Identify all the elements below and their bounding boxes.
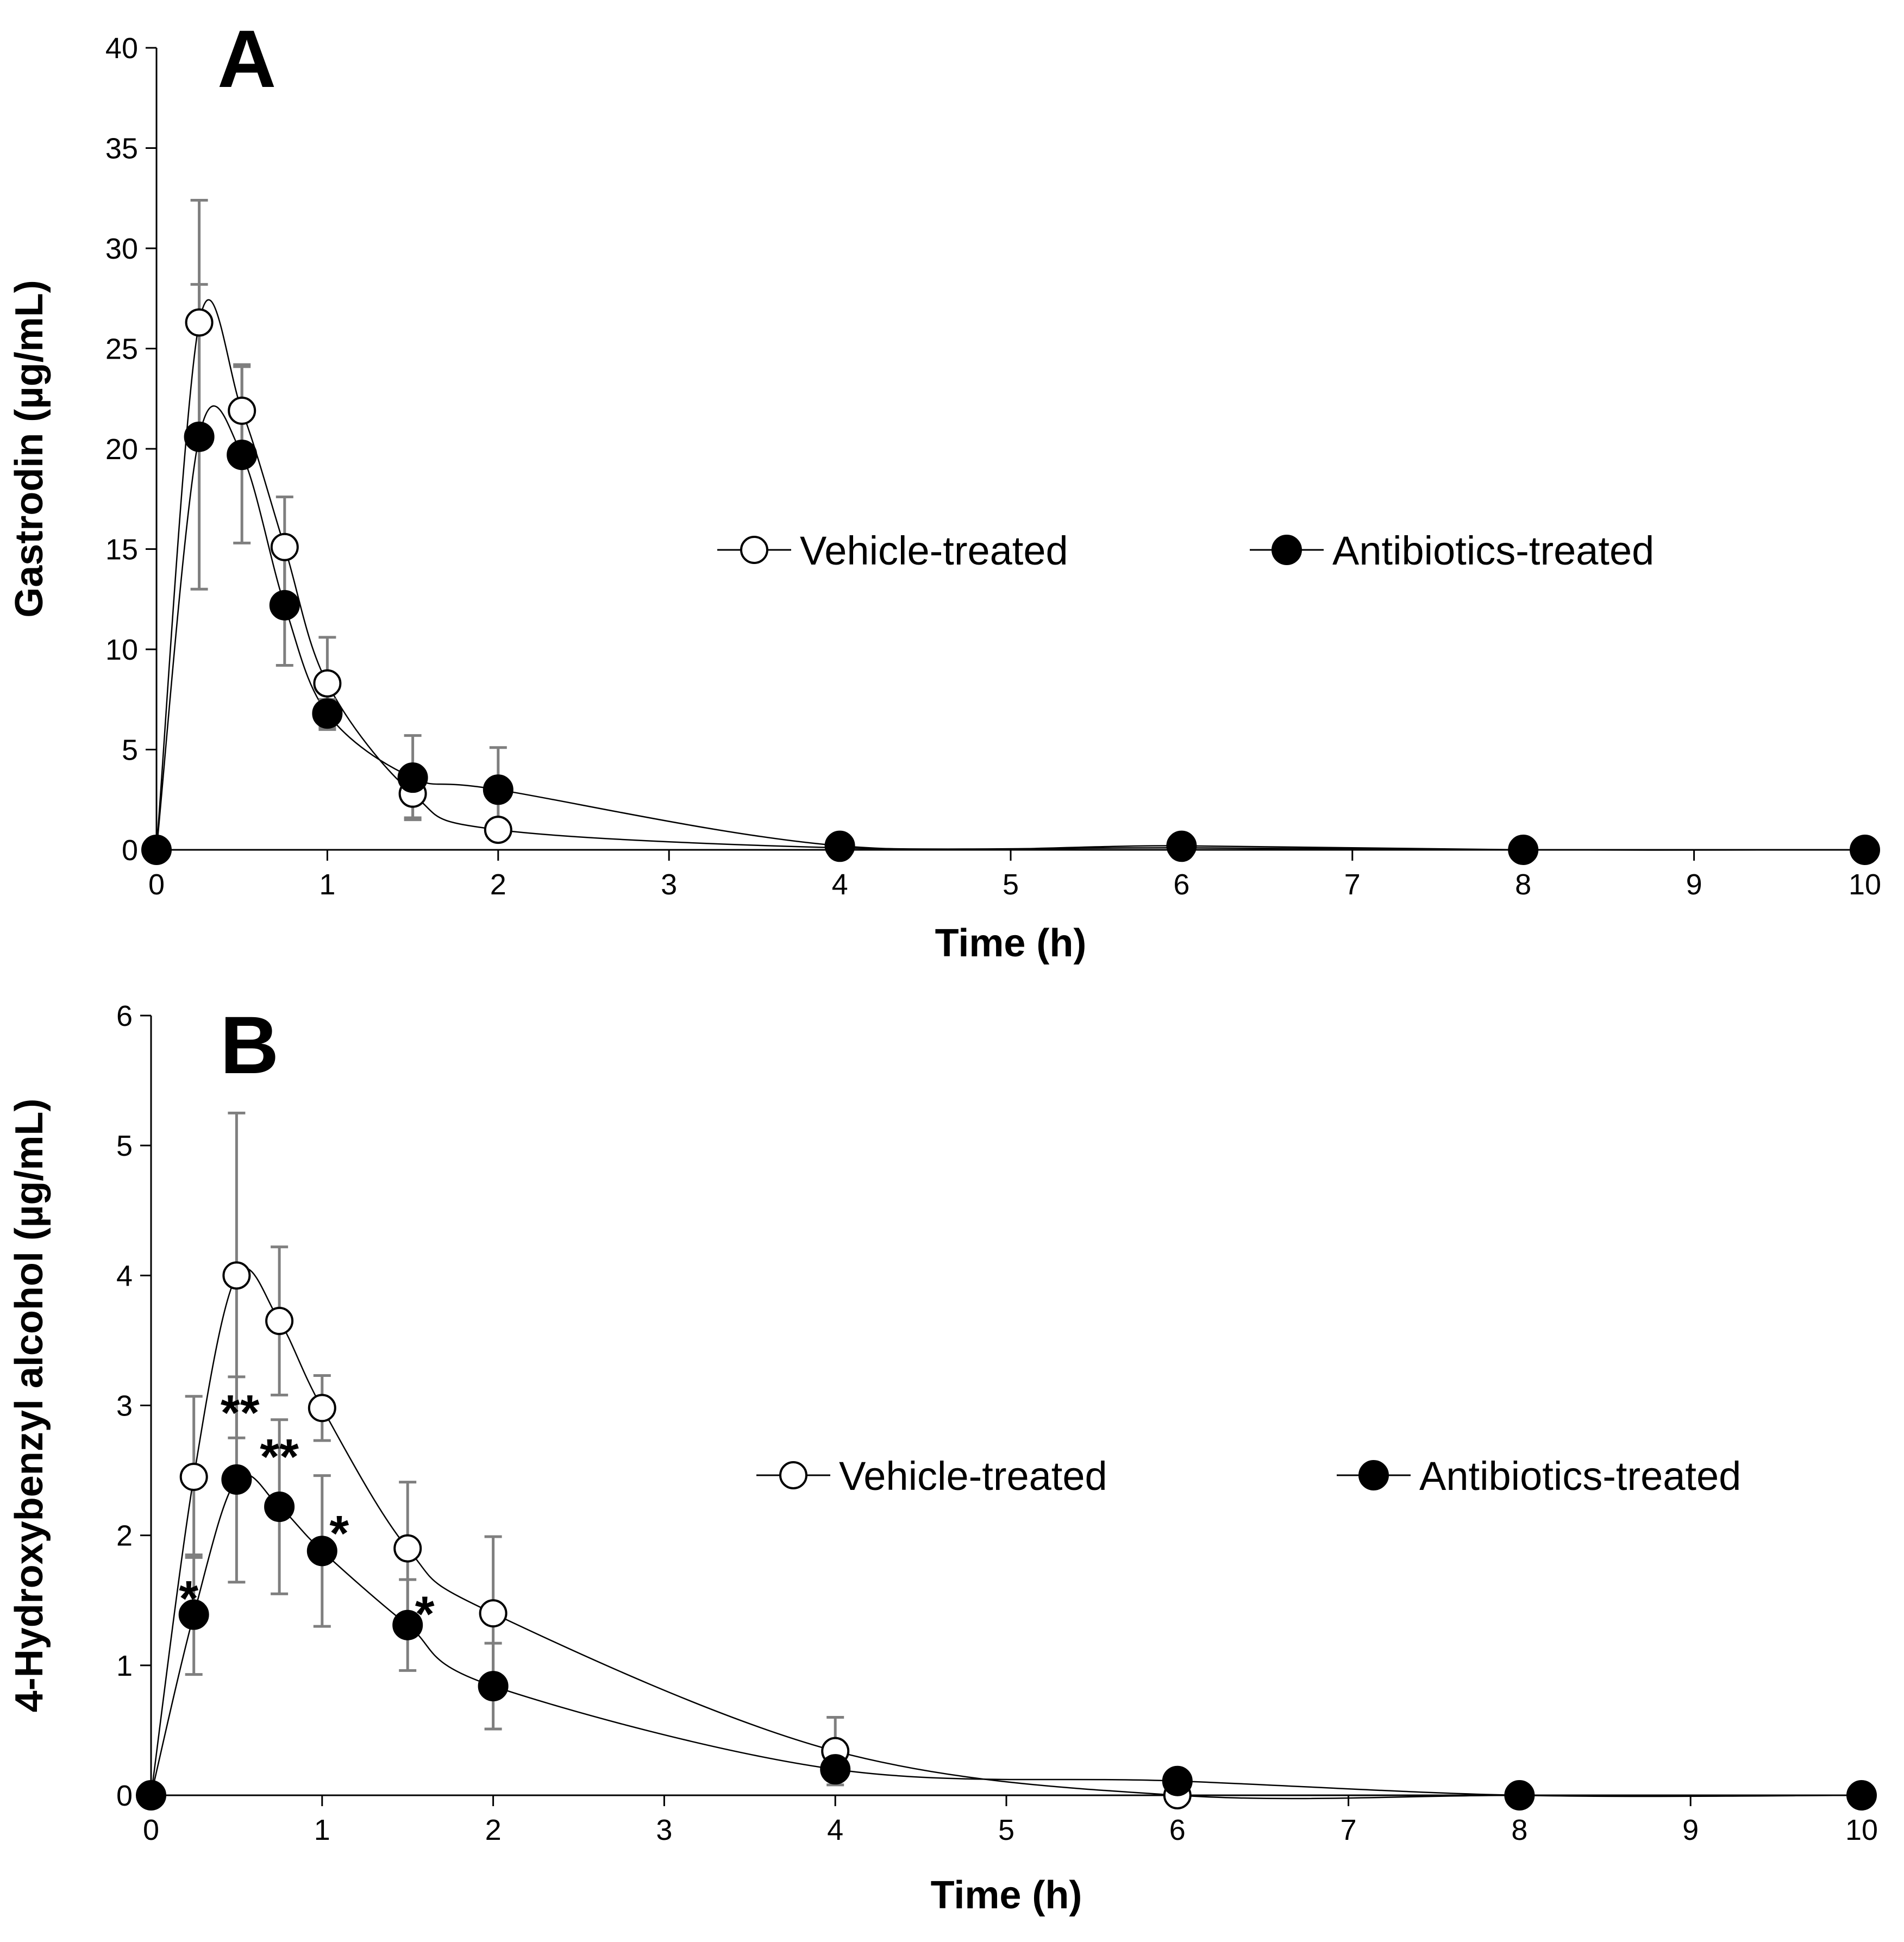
x-tick-label: 9 [1686,868,1702,901]
antibiotics-data-point [1162,1765,1193,1796]
panel-letter: A [217,13,276,104]
significance-marker: * [329,1506,349,1562]
y-tick-label: 4 [116,1260,133,1292]
x-tick-label: 7 [1341,1814,1357,1846]
panel-letter: B [220,999,279,1091]
vehicle-data-point [479,1599,508,1628]
x-tick-label: 10 [1849,868,1881,901]
legend-label: Vehicle-treated [839,1454,1107,1499]
x-tick-label: 4 [827,1814,843,1846]
antibiotics-data-point [221,1464,252,1495]
legend-label: Antibiotics-treated [1419,1454,1741,1499]
x-tick-label: 6 [1173,868,1189,901]
y-tick-label: 5 [122,734,138,767]
antibiotics-data-point [1846,1780,1877,1811]
x-tick-label: 0 [143,1814,159,1846]
chart-panel-a: 0 5 10 15 20 25 30 35 40 0 1 2 3 4 5 6 7 8 9 10 Time (h) Gast… [8,13,1881,965]
antibiotics-legend-marker [1358,1460,1389,1490]
antibiotics-data-point [1166,830,1197,861]
y-axis-title: 4-Hydroxybenzyl alcohol (µg/mL) [8,1099,51,1713]
antibiotics-data-point [227,440,258,471]
y-tick-label: 6 [116,1000,133,1032]
y-tick-label: 30 [105,233,138,265]
y-tick-label: 5 [116,1130,133,1162]
y-tick-label: 10 [105,634,138,666]
vehicle-legend-marker [779,1461,807,1489]
x-tick-label: 0 [148,868,165,901]
legend-label: Antibiotics-treated [1332,528,1654,573]
x-tick-label: 2 [485,1814,502,1846]
antibiotics-data-point [824,830,855,861]
significance-marker: ** [260,1430,299,1485]
antibiotics-data-point [269,590,300,621]
antibiotics-data-point [312,698,343,729]
antibiotics-data-point [1850,835,1880,865]
antibiotics-legend-marker [1272,535,1302,565]
y-tick-label: 15 [105,534,138,566]
x-axis-title: Time (h) [931,1874,1082,1917]
vehicle-data-point [393,1534,422,1563]
antibiotics-data-point [184,421,215,452]
vehicle-data-point [179,1463,208,1492]
antibiotics-data-point [178,1599,209,1630]
antibiotics-data-point [136,1780,166,1811]
antibiotics-data-point [483,774,513,805]
y-tick-label: 2 [116,1520,133,1552]
y-tick-label: 0 [116,1780,133,1812]
vehicle-data-point [270,533,299,561]
series-line-2 [155,405,1865,851]
x-tick-label: 5 [1003,868,1019,901]
antibiotics-data-point [397,762,428,793]
antibiotics-data-point [1504,1780,1535,1811]
series-line-1 [155,299,1865,851]
vehicle-legend-marker [740,536,768,564]
vehicle-data-point [222,1261,251,1290]
x-tick-label: 7 [1344,868,1361,901]
x-tick-label: 6 [1169,1814,1186,1846]
legend-label: Vehicle-treated [800,528,1068,573]
x-tick-label: 1 [314,1814,330,1846]
significance-marker: * [415,1587,435,1642]
x-axis-title: Time (h) [935,922,1087,965]
y-tick-label: 25 [105,333,138,366]
vehicle-data-point [265,1307,294,1336]
antibiotics-data-point [820,1754,851,1785]
x-tick-label: 8 [1511,1814,1527,1846]
chart-panel-b: 0 1 2 3 4 5 6 0 1 2 3 4 5 6 7 8 9 10 Time (h) 4-Hydroxybenz… [8,999,1878,1917]
y-tick-label: 20 [105,433,138,466]
y-tick-label: 40 [105,32,138,65]
y-tick-label: 1 [116,1650,133,1682]
x-tick-label: 9 [1682,1814,1699,1846]
antibiotics-data-point [478,1671,509,1702]
antibiotics-data-point [1508,835,1539,865]
antibiotics-data-point [392,1609,423,1640]
x-tick-label: 3 [661,868,677,901]
y-tick-label: 35 [105,133,138,165]
antibiotics-data-point [306,1536,337,1567]
vehicle-data-point [228,396,256,425]
antibiotics-data-point [141,835,172,865]
series-line-1 [150,1267,1862,1800]
y-tick-label: 0 [122,834,138,867]
antibiotics-data-point [264,1492,295,1523]
x-tick-label: 4 [832,868,848,901]
vehicle-data-point [308,1394,336,1423]
y-tick-label: 3 [116,1390,133,1423]
series-line-2 [150,1474,1862,1797]
x-tick-label: 3 [656,1814,672,1846]
significance-marker: ** [221,1385,260,1440]
vehicle-data-point [313,669,342,698]
x-tick-label: 1 [319,868,335,901]
significance-marker: * [179,1571,198,1626]
x-tick-label: 5 [998,1814,1014,1846]
y-axis-title: Gastrodin (µg/mL) [8,280,51,617]
x-tick-label: 10 [1845,1814,1878,1846]
x-tick-label: 2 [490,868,506,901]
vehicle-data-point [484,816,512,844]
vehicle-data-point [185,308,214,337]
x-tick-label: 8 [1515,868,1531,901]
